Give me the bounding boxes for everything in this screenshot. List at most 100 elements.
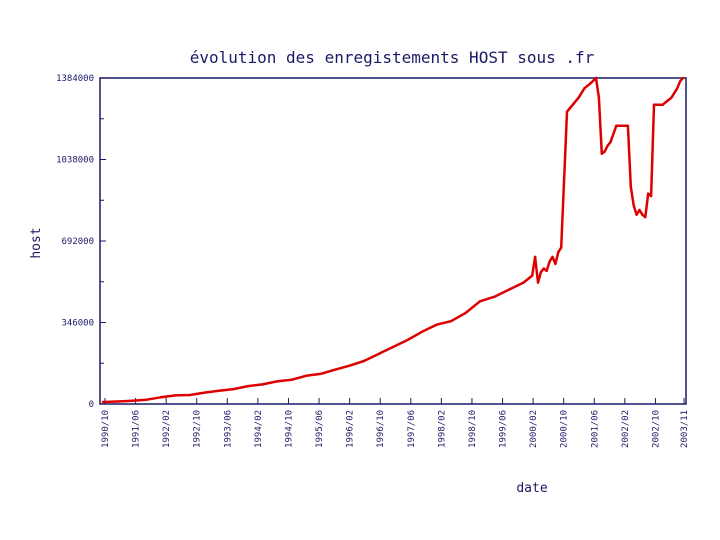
data-point: [652, 103, 656, 106]
data-point: [449, 320, 453, 323]
data-point: [333, 368, 337, 371]
y-tick-label: 346000: [61, 319, 94, 329]
data-point: [600, 152, 603, 155]
y-tick-label: 0: [89, 400, 94, 410]
data-point: [554, 262, 557, 266]
data-point: [275, 380, 279, 383]
data-point: [203, 391, 206, 394]
series-points: [101, 76, 685, 404]
data-point: [560, 246, 563, 249]
plot-frame: [99, 77, 687, 405]
data-point: [626, 124, 630, 128]
data-point: [246, 384, 250, 388]
data-point: [647, 192, 650, 195]
x-tick-label: 2002/10: [651, 410, 661, 448]
x-tick-label: 1991/06: [132, 410, 142, 448]
x-tick-label: 1996/10: [376, 410, 386, 448]
data-point: [507, 288, 511, 291]
x-tick-label: 2001/06: [590, 410, 600, 448]
data-point: [638, 208, 641, 212]
x-tick-label: 1994/10: [284, 410, 294, 448]
data-point: [623, 124, 627, 128]
data-point: [594, 76, 598, 80]
data-point: [522, 281, 525, 284]
data-point: [174, 394, 177, 397]
data-point: [435, 323, 438, 326]
data-point: [676, 87, 679, 90]
data-point: [615, 124, 618, 128]
data-point: [577, 96, 580, 99]
data-point: [531, 274, 534, 277]
data-point: [536, 281, 540, 284]
data-point: [159, 396, 163, 399]
data-point: [406, 338, 409, 342]
data-point: [493, 295, 496, 298]
x-tick-label: 2002/02: [621, 410, 631, 448]
data-point: [548, 260, 551, 263]
x-tick-label: 1993/06: [223, 410, 233, 448]
data-point: [603, 150, 606, 153]
data-point: [606, 144, 609, 147]
y-tick-label: 692000: [61, 237, 94, 247]
data-point: [101, 400, 105, 404]
data-point: [664, 101, 667, 104]
data-point: [635, 213, 638, 216]
data-point: [545, 269, 548, 273]
data-point: [620, 124, 624, 128]
x-tick-label: 2003/11: [680, 410, 690, 448]
y-tick-label: 1038000: [56, 156, 94, 166]
data-point: [670, 96, 673, 99]
data-point: [673, 91, 676, 95]
data-point: [542, 267, 545, 270]
data-point: [232, 387, 235, 391]
data-point: [618, 124, 621, 128]
data-point: [551, 255, 554, 259]
y-axis-label: host: [29, 227, 44, 258]
data-point: [533, 255, 537, 259]
x-tick-label: 1999/06: [499, 410, 509, 448]
data-point: [641, 213, 644, 216]
x-tick-label: 1998/10: [468, 410, 478, 448]
data-point: [655, 103, 659, 106]
data-point: [116, 400, 119, 403]
data-point: [609, 140, 612, 144]
x-tick-label: 1995/06: [315, 410, 325, 448]
chart-title: évolution des enregistements HOST sous .…: [190, 48, 595, 67]
data-point: [557, 251, 560, 254]
data-point: [348, 364, 351, 367]
data-point: [261, 383, 264, 386]
data-point: [145, 398, 148, 401]
data-point: [597, 96, 601, 99]
data-point: [130, 399, 134, 402]
data-point: [681, 76, 685, 80]
data-point: [478, 300, 482, 303]
data-point: [319, 372, 322, 376]
x-tick-label: 2000/02: [529, 410, 539, 448]
data-point: [188, 393, 192, 397]
x-axis-ticks: 1990/10 1991/06 1992/02 1992/10 1993/06 1994/…: [101, 398, 690, 448]
data-point: [667, 98, 670, 102]
y-axis-ticks: 0 346000 692000 1038000 1384000: [56, 74, 106, 410]
data-point: [539, 270, 543, 274]
x-tick-label: 1990/10: [101, 410, 111, 448]
x-axis-label: date: [516, 481, 547, 496]
data-point: [391, 345, 395, 349]
data-point: [678, 80, 682, 83]
data-point: [464, 311, 467, 315]
data-point: [649, 194, 653, 198]
data-point: [589, 82, 592, 85]
data-point: [644, 215, 647, 219]
data-point: [629, 185, 632, 188]
data-point: [362, 359, 366, 363]
x-tick-label: 1992/10: [193, 410, 203, 448]
data-point: [290, 378, 293, 381]
data-point: [420, 330, 424, 333]
data-point: [658, 103, 661, 106]
x-tick-label: 2000/10: [560, 410, 570, 448]
x-tick-label: 1994/02: [254, 410, 264, 448]
data-point: [661, 103, 664, 106]
data-point: [571, 103, 574, 106]
x-tick-label: 1998/02: [437, 410, 447, 448]
data-point: [583, 87, 586, 90]
